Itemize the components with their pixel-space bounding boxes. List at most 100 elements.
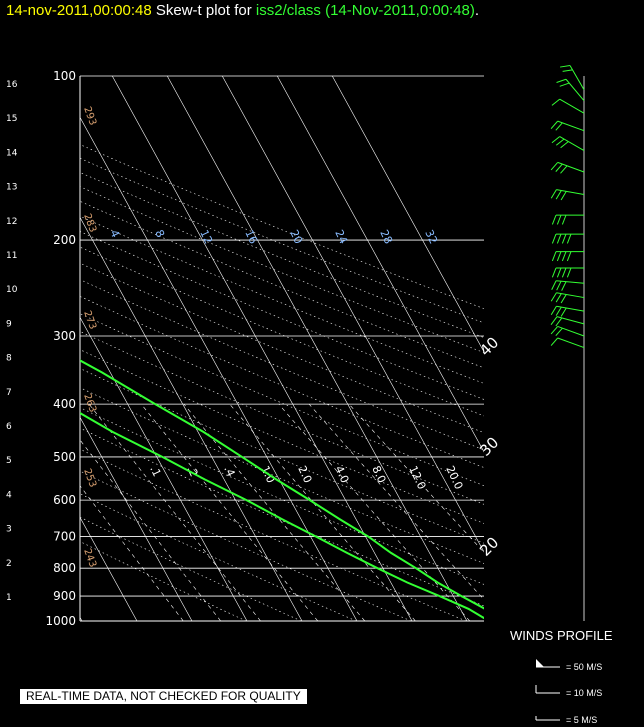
km-tick-label: 3 [6,525,12,535]
dry-adiabat-line [80,172,484,338]
title-date: 14-nov-2011,00:00:48 [6,2,152,19]
wind-barb-staff [557,161,585,173]
wind-barb [551,280,585,291]
wind-barb-feather [551,233,557,244]
dry-adiabat-line [80,516,302,621]
wind-barb-feather [550,162,559,171]
wind-barb-feather [560,141,569,149]
mixing-ratio-line [278,403,471,621]
temperature-tick-label-right: 40 [476,334,502,360]
wind-barb-feather [561,233,567,244]
isotherm-label: 8 [152,228,167,240]
wind-barb-feather [562,69,573,72]
isotherm-line [166,76,468,621]
km-tick-label: 7 [6,388,12,398]
isotherm-label: 12 [197,228,215,246]
temperature-tick-label-right: 30 [476,434,502,460]
wind-barb-feather [566,233,572,244]
isotherm-line [111,76,413,621]
side-adiabat-label: 273 [81,309,98,331]
wind-barb [551,98,585,114]
wind-barb [556,78,585,102]
km-tick-label: 4 [6,490,12,500]
pressure-tick-label: 400 [53,397,76,411]
wind-barb-feather [560,294,567,304]
pressure-tick-label: 500 [53,450,76,464]
mixing-ratio-line [229,403,416,621]
wind-barb [550,316,585,327]
isotherm-label: 28 [377,228,395,246]
mixing-ratio-label: 4.0 [332,464,351,485]
wind-barb-feather [550,326,559,335]
pressure-tick-label: 200 [53,233,76,247]
wind-barb-feather [550,292,557,302]
wind-barb-feather [550,337,559,346]
dry-adiabat-line [80,387,484,564]
isotherm-label: 24 [332,228,350,246]
wind-barb-staff [556,316,585,325]
wind-barb-staff [557,325,585,337]
wind-barb-feather [556,251,562,262]
wind-barb-feather [551,280,557,290]
dry-adiabat-line [80,231,484,400]
isotherm-line [80,116,358,621]
pressure-tick-label: 700 [53,530,76,544]
wind-barb [551,136,585,151]
dry-adiabat-line [80,427,484,607]
km-tick-label: 13 [6,183,17,193]
dewpoint-profile [80,411,484,620]
wind-barb-feather [550,316,558,326]
km-tick-label: 16 [6,80,18,90]
wind-barb-feather [561,251,567,262]
mixing-ratio-label: .4 [221,464,237,479]
mixing-ratio-line [80,485,184,621]
winds-legend-title: WINDS PROFILE [510,628,613,643]
dry-adiabat-line [80,541,247,621]
wind-barb-feather [551,267,557,278]
wind-barb-feather [566,251,572,262]
side-adiabat-label: 253 [81,467,98,489]
wind-barb-feather [556,233,562,244]
title-prefix: Skew-t plot for [155,2,252,19]
isotherm-line [80,216,303,621]
wind-barb [560,65,585,91]
wind-barb-feather [560,65,571,68]
wind-barb [550,305,585,317]
mixing-ratio-label: 8.0 [369,464,388,485]
mixing-ratio-label: .1 [147,464,163,479]
km-tick-label: 14 [6,148,18,158]
wind-barb [550,337,585,349]
wind-barb-feather [560,165,568,174]
wind-barb-feather [556,280,562,291]
wind-barb-feather [550,305,557,316]
wind-barb [551,251,584,262]
side-adiabat-label: 243 [81,547,98,569]
wind-barb-feather [556,78,567,83]
km-tick-label: 8 [6,354,12,364]
wind-barb-feather [550,120,559,129]
mixing-ratio-line [80,439,221,621]
wind-barb [550,292,585,304]
wind-barb [551,267,584,278]
mixing-ratio-line [183,403,366,621]
chart-grid [79,75,484,622]
wind-barb-feather [551,251,557,262]
km-tick-label: 5 [6,456,12,466]
mixing-ratio-line [308,403,484,601]
dry-adiabat-line [80,407,484,585]
wind-barb [551,233,584,244]
km-tick-label: 10 [6,285,18,295]
km-tick-label: 2 [6,559,12,569]
wind-barb-feather [555,138,565,146]
isotherm-line [276,76,484,453]
wind-barb-staff [559,98,585,114]
wind-barb-feather [561,214,567,225]
isotherm-line [80,516,138,621]
mixing-ratio-line [88,403,261,621]
wind-barb-feather [550,189,557,199]
wind-barb-feather [559,82,570,87]
mixing-ratio-label: 2.0 [295,464,314,485]
wind-barb-staff [559,136,585,151]
wind-barb-feather [551,214,557,225]
